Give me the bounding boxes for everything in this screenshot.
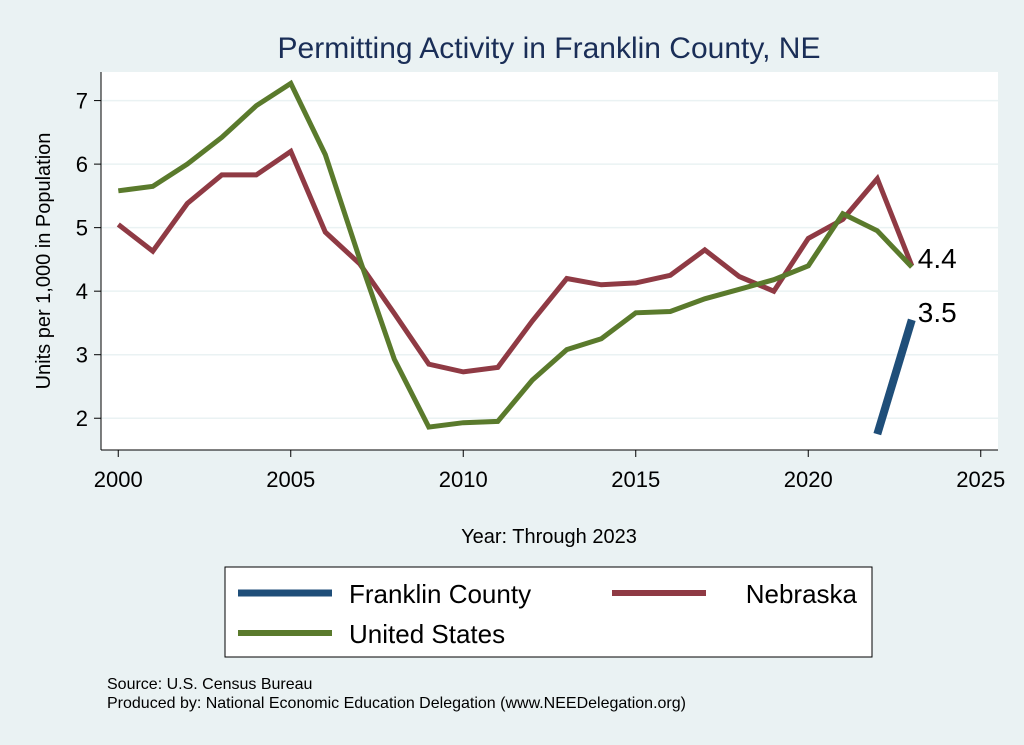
axes: 2 3 4 5 6 7 2000 2005 2010 2015 2020 2025: [76, 72, 1005, 492]
series-layer: [116, 79, 916, 436]
x-tick-label: 2000: [94, 467, 143, 492]
legend: Franklin County Nebraska United States: [224, 566, 873, 658]
legend-box: [224, 566, 873, 658]
y-tick-label: 7: [76, 89, 88, 114]
x-tick-label: 2010: [439, 467, 488, 492]
y-tick-label: 4: [76, 279, 88, 304]
chart-title: Permitting Activity in Franklin County, …: [278, 32, 821, 65]
series-line-united-states: [117, 79, 914, 430]
y-axis-title: Units per 1,000 in Population: [33, 133, 55, 390]
x-tick-label: 2005: [266, 467, 315, 492]
x-axis-title: Year: Through 2023: [461, 526, 637, 548]
x-tick-label: 2015: [611, 467, 660, 492]
y-tick-label: 2: [76, 406, 88, 431]
x-tick-label: 2020: [784, 467, 833, 492]
producer-note: Produced by: National Economic Education…: [107, 695, 686, 712]
legend-label-nebraska: Nebraska: [746, 579, 858, 609]
x-tick-label: 2025: [956, 467, 1005, 492]
source-note: Source: U.S. Census Bureau: [107, 676, 312, 693]
end-label-franklin: 3.5: [918, 297, 957, 328]
end-labels: 4.4 3.5: [918, 243, 957, 328]
grid-lines: [101, 99, 998, 419]
series-line-nebraska: [116, 147, 915, 375]
legend-label-united-states: United States: [349, 619, 505, 649]
y-tick-label: 5: [76, 216, 88, 241]
plot-area: [101, 72, 998, 450]
legend-label-franklin: Franklin County: [349, 579, 531, 609]
y-tick-label: 3: [76, 343, 88, 368]
series-line-franklin: [873, 318, 916, 436]
y-tick-label: 6: [76, 152, 88, 177]
end-label-nebraska: 4.4: [918, 243, 957, 274]
